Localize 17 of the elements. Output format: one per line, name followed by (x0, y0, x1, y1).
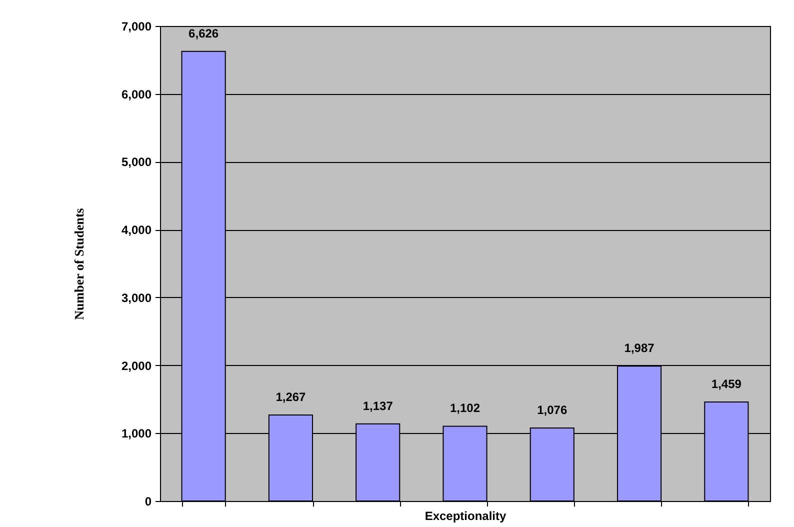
data-label: 1,987 (624, 341, 655, 356)
y-tick-label: 7,000 (121, 20, 152, 34)
data-label: 6,626 (188, 26, 219, 40)
y-tick-label: 0 (144, 494, 152, 508)
x-axis-title: Exceptionality (424, 509, 507, 523)
y-tick-label: 5,000 (121, 155, 152, 170)
y-axis-title: Number of Students (71, 208, 86, 320)
data-label: 1,459 (711, 376, 742, 391)
data-label: 1,137 (362, 398, 394, 413)
y-tick-label: 3,000 (121, 290, 152, 305)
y-tick-label: 4,000 (121, 223, 152, 238)
y-tick-label: 1,000 (121, 426, 152, 441)
data-label: 1,267 (276, 390, 306, 404)
data-label: 1,102 (450, 401, 480, 416)
y-tick-label: 2,000 (121, 358, 152, 373)
y-tick-label: 6,000 (121, 87, 152, 102)
data-label: 1,076 (537, 402, 568, 417)
